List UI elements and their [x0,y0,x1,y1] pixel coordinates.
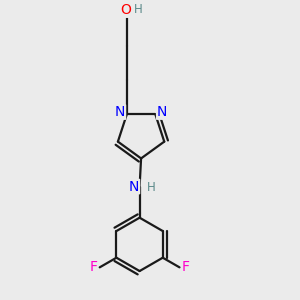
Text: N: N [129,180,140,194]
Text: F: F [89,260,97,274]
Text: N: N [157,105,167,119]
Text: N: N [115,105,125,119]
Text: O: O [120,3,131,17]
Text: F: F [182,260,190,274]
Text: H: H [134,3,142,16]
Text: H: H [147,181,156,194]
